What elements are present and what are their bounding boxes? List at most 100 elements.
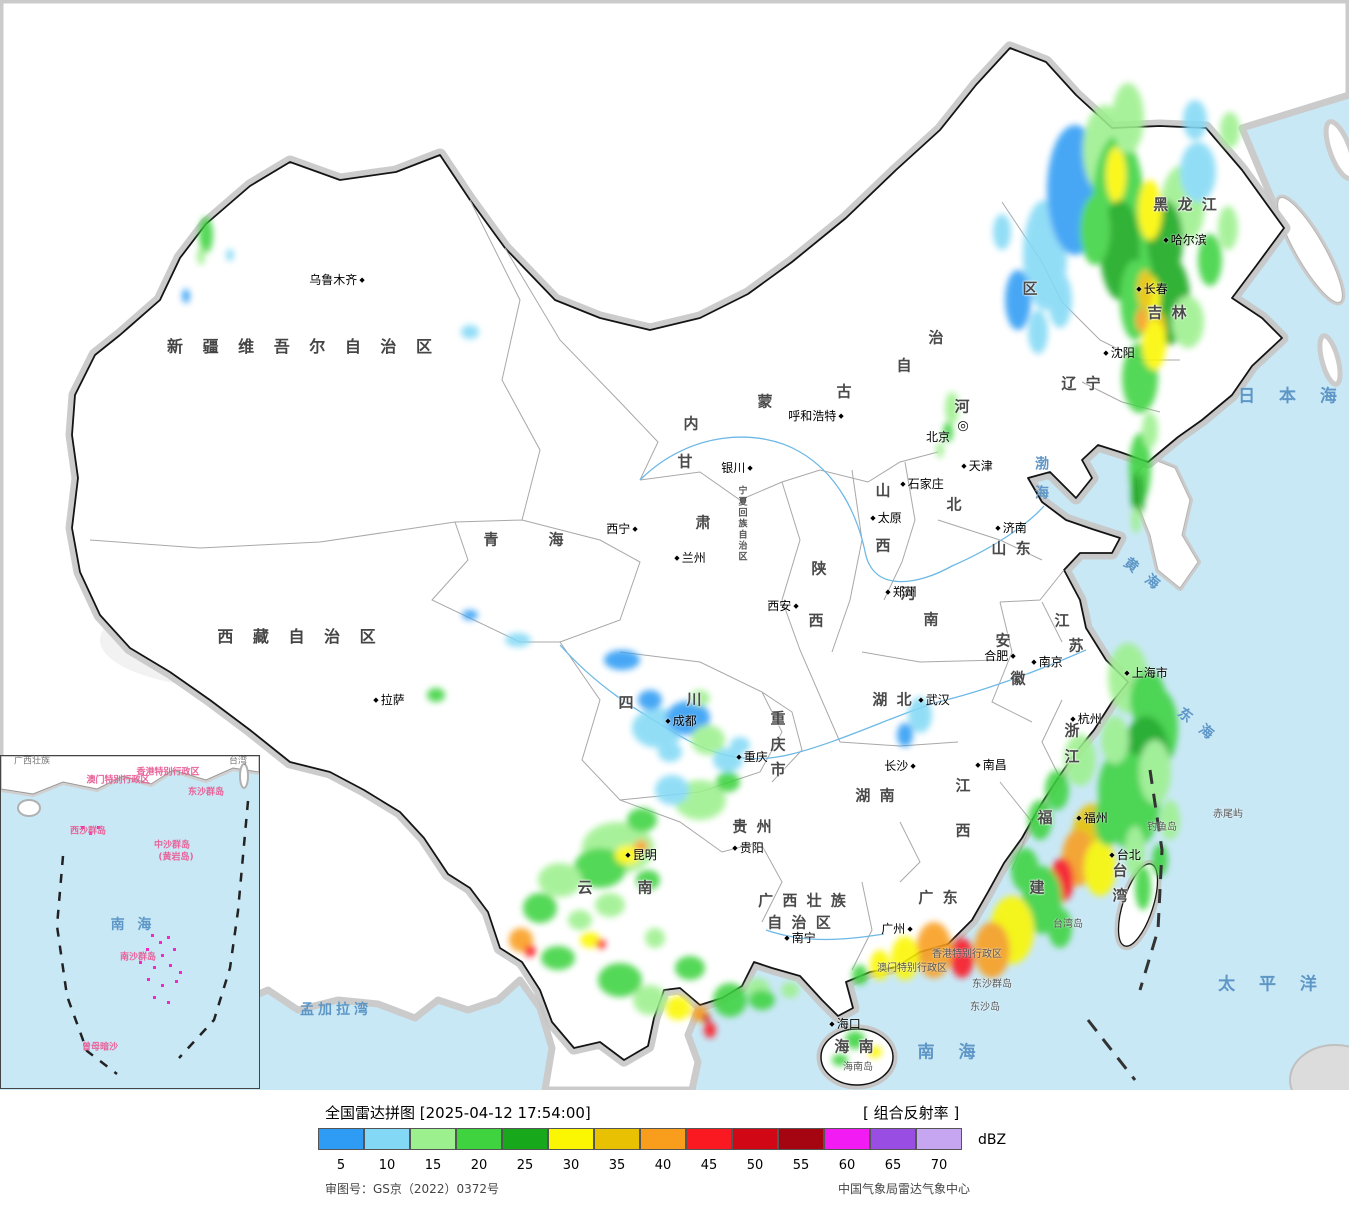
legend-cell: 15 [409,1128,456,1173]
legend-value: 55 [792,1158,810,1173]
legend-swatch [317,1128,364,1150]
color-scale-bar: 5 10 15 20 25 30 35 40 45 50 55 60 65 70 [317,1128,962,1173]
legend-value: 45 [700,1158,718,1173]
legend-cell: 55 [777,1128,824,1173]
radar-echo [462,610,478,620]
radar-echo [1218,206,1238,250]
legend-swatch [869,1128,916,1150]
legend-value: 30 [562,1158,580,1173]
radar-echo [604,650,640,670]
legend-cell: 35 [593,1128,640,1173]
radar-echo [691,725,725,755]
legend-swatch [547,1128,594,1150]
legend-cell: 45 [685,1128,732,1173]
radar-echo [627,808,657,832]
radar-echo [658,742,682,762]
radar-echo [1137,270,1153,310]
legend-swatch [363,1128,410,1150]
legend-value: 35 [608,1158,626,1173]
legend-swatch [731,1128,778,1150]
radar-echo [1142,412,1158,448]
legend-cell: 20 [455,1128,502,1173]
legend-value: 25 [516,1158,534,1173]
legend-swatch [409,1128,456,1150]
radar-echo [1084,840,1116,896]
radar-echo [1220,112,1240,148]
radar-echo [1112,83,1144,153]
radar-echo [596,939,606,949]
radar-echo [199,217,213,253]
radar-echo [868,1046,882,1058]
radar-echo [1064,734,1096,786]
radar-echo [897,723,913,747]
radar-echo [638,690,662,710]
radar-echo [1106,147,1126,203]
radar-echo [541,946,575,970]
rivers [559,436,1087,941]
radar-echo [598,963,642,997]
legend: 全国雷达拼图 [2025-04-12 17:54:00] [ 组合反射率 ] 5… [0,1090,1349,1208]
legend-cell: 30 [547,1128,594,1173]
legend-cell: 25 [501,1128,548,1173]
radar-echo [1028,800,1052,840]
legend-swatch [915,1128,962,1150]
radar-echo [523,893,557,923]
radar-echo [524,945,536,957]
radar-echo [226,249,234,261]
radar-echo [1048,908,1072,948]
radar-echo [832,1054,848,1066]
radar-echo [730,737,750,753]
radar-echo [702,1013,710,1023]
radar-echo-layer [182,83,1240,1066]
radar-echo [505,633,531,647]
radar-echo [852,965,868,985]
radar-echo [713,748,743,772]
radar-echo [580,932,600,948]
radar-echo [1135,866,1151,910]
hainan-island [816,1024,898,1090]
legend-value: 60 [838,1158,856,1173]
radar-echo [568,910,592,930]
japan-islands [1274,119,1349,387]
radar-echo [993,214,1011,250]
radar-echo [1183,100,1207,140]
radar-echo [1136,308,1148,332]
legend-swatch [777,1128,824,1150]
radar-echo [974,922,1010,978]
radar-echo [634,840,648,852]
radar-echo [675,956,705,980]
legend-value: 20 [470,1158,488,1173]
radar-echo [1125,826,1145,878]
radar-echo [749,990,775,1010]
china-landmass [71,47,1285,1061]
map-approval-number: 审图号：GS京（2022）0372号 [325,1182,499,1196]
legend-value: 15 [424,1158,442,1173]
radar-echo [1080,195,1110,265]
radar-echo [891,936,919,980]
radar-echo [936,442,944,458]
map-title: 全国雷达拼图 [2025-04-12 17:54:00] [325,1104,591,1122]
radar-echo [197,247,205,265]
radar-echo [574,848,626,888]
radar-echo [1011,848,1039,892]
radar-echo [1131,473,1145,517]
product-label: [ 组合反射率 ] [863,1104,960,1122]
radar-echo [1138,180,1162,240]
radar-echo [1045,770,1069,810]
radar-echo [1131,507,1141,533]
radar-echo [461,325,479,339]
radar-echo [633,985,667,1015]
radar-echo [595,893,625,917]
radar-echo [1028,310,1048,354]
radar-echo [713,983,747,1017]
radar-echo [870,950,890,980]
south-china-sea-inset [0,753,262,1089]
radar-echo [645,928,665,948]
radar-echo [1139,740,1171,804]
inset-taiwan [239,763,249,789]
radar-echo [690,690,710,706]
radar-echo [1094,794,1122,846]
inset-hainan [17,799,41,817]
china-radar-map: 新 疆 维 吾 尔 自 治 区西 藏 自 治 区青海甘肃内蒙古自治区黑 龙 江吉… [0,0,1349,1090]
